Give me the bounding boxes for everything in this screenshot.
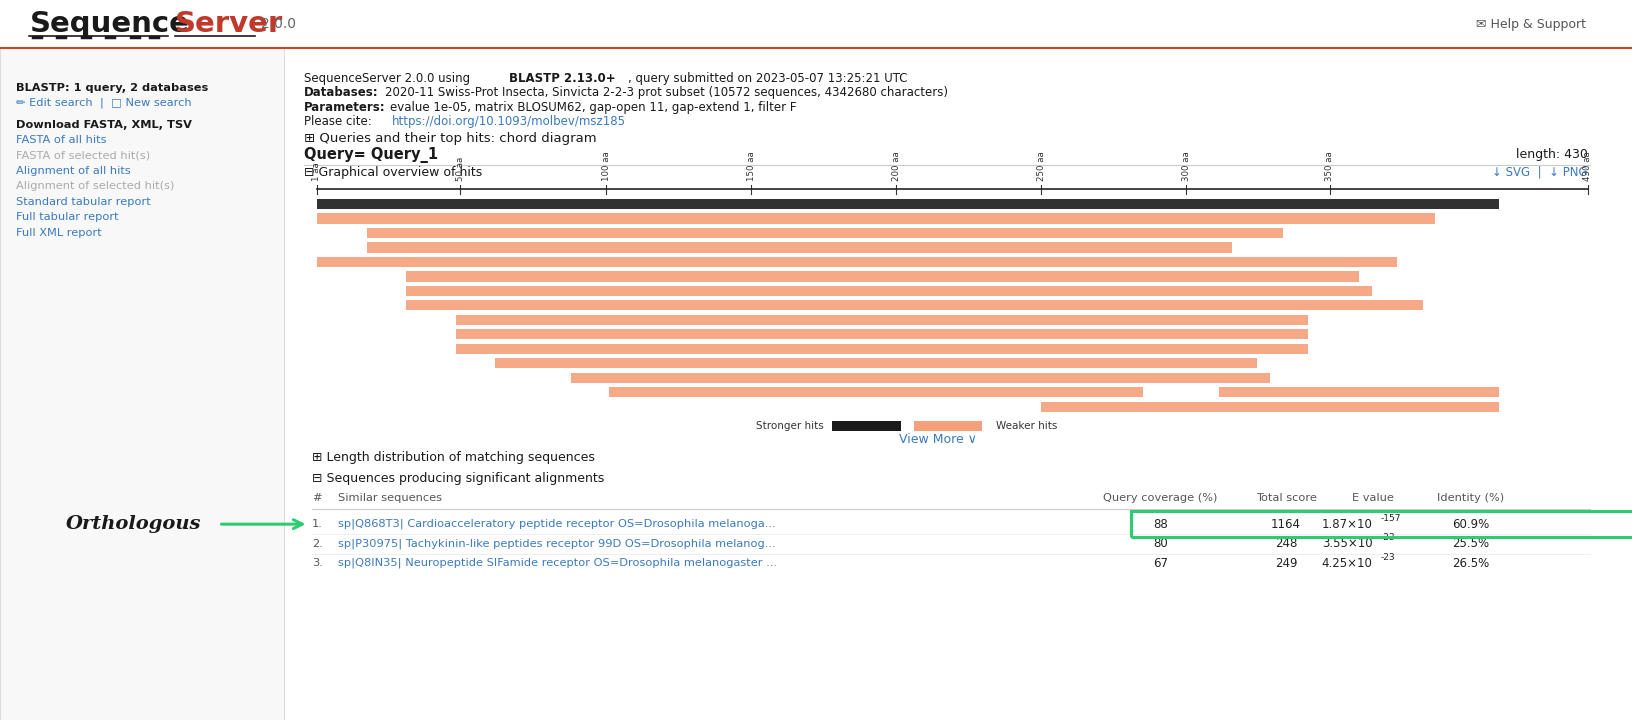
Bar: [1219, 387, 1498, 397]
Text: BLASTP 2.13.0+: BLASTP 2.13.0+: [509, 72, 615, 85]
Bar: [406, 271, 1359, 282]
Text: 350 aa: 350 aa: [1325, 151, 1335, 181]
Text: BLASTP: 1 query, 2 databases: BLASTP: 1 query, 2 databases: [16, 83, 209, 93]
Text: sp|Q868T3| Cardioacceleratory peptide receptor OS=Drosophila melanoga...: sp|Q868T3| Cardioacceleratory peptide re…: [338, 519, 775, 529]
Bar: [494, 358, 1257, 369]
Text: Please cite:: Please cite:: [304, 115, 375, 128]
Text: FASTA of all hits: FASTA of all hits: [16, 135, 106, 145]
Text: 60.9%: 60.9%: [1452, 518, 1488, 531]
Text: 2.0.0: 2.0.0: [261, 17, 295, 32]
Text: 2.: 2.: [312, 539, 323, 549]
Text: 88: 88: [1152, 518, 1169, 531]
Bar: [609, 387, 1142, 397]
Text: Identity (%): Identity (%): [1436, 493, 1505, 503]
Text: 200 aa: 200 aa: [891, 151, 901, 181]
Text: 1164: 1164: [1271, 518, 1301, 531]
Text: Alignment of selected hit(s): Alignment of selected hit(s): [16, 181, 175, 192]
Bar: [406, 300, 1423, 310]
Text: ⊟ Sequences producing significant alignments: ⊟ Sequences producing significant alignm…: [312, 472, 604, 485]
Bar: [367, 242, 1232, 253]
Text: ✉ Help & Support: ✉ Help & Support: [1477, 18, 1586, 31]
Text: 100 aa: 100 aa: [602, 151, 610, 181]
Text: Weaker hits: Weaker hits: [996, 421, 1058, 431]
Text: length: 430: length: 430: [1516, 148, 1588, 161]
Text: 50 aa: 50 aa: [455, 156, 465, 181]
Bar: [914, 421, 982, 431]
Text: -23: -23: [1381, 534, 1395, 542]
Text: sp|Q8IN35| Neuropeptide SIFamide receptor OS=Drosophila melanogaster ...: sp|Q8IN35| Neuropeptide SIFamide recepto…: [338, 558, 777, 568]
Text: 67: 67: [1152, 557, 1169, 570]
Text: Databases:: Databases:: [304, 86, 379, 99]
Text: 1 aa: 1 aa: [312, 162, 322, 181]
Text: https://doi.org/10.1093/molbev/msz185: https://doi.org/10.1093/molbev/msz185: [392, 115, 625, 128]
Text: evalue 1e-05, matrix BLOSUM62, gap-open 11, gap-extend 1, filter F: evalue 1e-05, matrix BLOSUM62, gap-open …: [390, 101, 796, 114]
Text: Standard tabular report: Standard tabular report: [16, 197, 152, 207]
Text: #: #: [312, 493, 322, 503]
Text: E value: E value: [1351, 493, 1394, 503]
Bar: [367, 228, 1283, 238]
Text: Sequence: Sequence: [29, 11, 189, 38]
Bar: [1041, 402, 1498, 412]
Text: 4.25×10: 4.25×10: [1322, 557, 1373, 570]
Text: ⊞ Length distribution of matching sequences: ⊞ Length distribution of matching sequen…: [312, 451, 594, 464]
Text: Orthologous: Orthologous: [65, 516, 202, 533]
Text: -23: -23: [1381, 553, 1395, 562]
Bar: [317, 199, 1498, 209]
Text: Parameters:: Parameters:: [304, 101, 385, 114]
Text: , query submitted on 2023-05-07 13:25:21 UTC: , query submitted on 2023-05-07 13:25:21…: [628, 72, 907, 85]
Text: 26.5%: 26.5%: [1452, 557, 1488, 570]
Text: 250 aa: 250 aa: [1036, 151, 1046, 181]
Text: Total score: Total score: [1255, 493, 1317, 503]
Bar: [406, 286, 1373, 296]
Text: Query= Query_1: Query= Query_1: [304, 147, 437, 163]
Text: ⊟ Graphical overview of hits: ⊟ Graphical overview of hits: [304, 166, 481, 179]
Bar: [571, 372, 1270, 383]
Text: 150 aa: 150 aa: [747, 151, 756, 181]
Text: Query coverage (%): Query coverage (%): [1103, 493, 1217, 503]
Text: Server: Server: [175, 11, 282, 38]
Text: Full XML report: Full XML report: [16, 228, 103, 238]
Text: sp|P30975| Tachykinin-like peptides receptor 99D OS=Drosophila melanog...: sp|P30975| Tachykinin-like peptides rece…: [338, 539, 775, 549]
Text: 2020-11 Swiss-Prot Insecta, Sinvicta 2-2-3 prot subset (10572 sequences, 4342680: 2020-11 Swiss-Prot Insecta, Sinvicta 2-2…: [385, 86, 948, 99]
Text: Full tabular report: Full tabular report: [16, 212, 119, 222]
Text: 249: 249: [1275, 557, 1297, 570]
Bar: [457, 315, 1309, 325]
Text: 248: 248: [1275, 537, 1297, 550]
Text: FASTA of selected hit(s): FASTA of selected hit(s): [16, 150, 150, 161]
Text: ✏ Edit search  |  □ New search: ✏ Edit search | □ New search: [16, 98, 193, 108]
Bar: [457, 343, 1309, 354]
Text: 25.5%: 25.5%: [1452, 537, 1488, 550]
Text: 3.55×10: 3.55×10: [1322, 537, 1373, 550]
Text: 1.: 1.: [312, 519, 323, 529]
Text: ↓ SVG  |  ↓ PNG: ↓ SVG | ↓ PNG: [1492, 166, 1588, 179]
Text: -157: -157: [1381, 514, 1402, 523]
Text: 430 aa: 430 aa: [1583, 151, 1593, 181]
Text: 300 aa: 300 aa: [1182, 151, 1191, 181]
Bar: [832, 421, 901, 431]
Bar: [317, 213, 1436, 223]
Bar: [457, 329, 1309, 340]
Text: View More ∨: View More ∨: [899, 433, 978, 446]
Bar: [0, 48, 284, 720]
Text: 80: 80: [1152, 537, 1169, 550]
Text: ⊞ Queries and their top hits: chord diagram: ⊞ Queries and their top hits: chord diag…: [304, 132, 596, 145]
Text: 1.87×10: 1.87×10: [1322, 518, 1373, 531]
Text: Stronger hits: Stronger hits: [756, 421, 824, 431]
Text: 3.: 3.: [312, 558, 323, 568]
Bar: [1131, 511, 1632, 537]
Bar: [317, 256, 1397, 267]
Text: Similar sequences: Similar sequences: [338, 493, 442, 503]
Text: Download FASTA, XML, TSV: Download FASTA, XML, TSV: [16, 120, 193, 130]
Text: SequenceServer 2.0.0 using: SequenceServer 2.0.0 using: [304, 72, 473, 85]
Text: Alignment of all hits: Alignment of all hits: [16, 166, 131, 176]
